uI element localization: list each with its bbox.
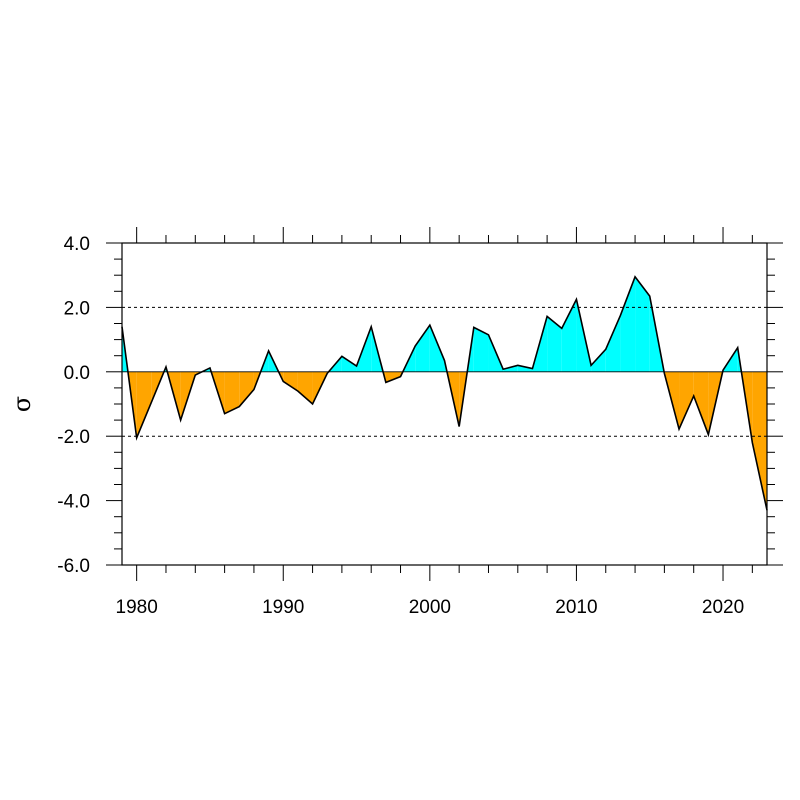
anomaly-fill-segment: [429, 325, 445, 372]
anomaly-fill-segment: [591, 349, 606, 372]
data-point: [238, 405, 241, 408]
data-point: [590, 364, 593, 367]
anomaly-fill-segment: [679, 371, 694, 430]
data-point: [604, 348, 607, 351]
data-point: [311, 403, 314, 406]
data-point: [164, 365, 167, 368]
data-point: [179, 419, 182, 422]
y-tick-label: 4.0: [64, 234, 90, 255]
anomaly-fill-segment: [239, 371, 254, 407]
anomaly-fills: [122, 276, 767, 511]
data-point: [634, 275, 637, 278]
data-point: [443, 359, 446, 362]
series-line-path: [121, 275, 768, 511]
data-point: [340, 355, 343, 358]
anomaly-fill-segment: [547, 316, 562, 372]
x-tick-label: 1980: [116, 597, 158, 618]
y-tick-label: 0.0: [64, 363, 90, 384]
anomaly-fill-segment: [752, 371, 767, 511]
anomaly-fill-segment: [693, 371, 709, 435]
data-point: [575, 298, 578, 301]
anomaly-fill-segment: [605, 315, 621, 372]
anomaly-fill-segment: [385, 371, 401, 383]
data-point: [458, 425, 461, 428]
data-point: [516, 364, 519, 367]
anomaly-fill-segment: [415, 325, 430, 372]
data-point: [663, 372, 666, 375]
anomaly-fill-segment: [620, 276, 636, 372]
anomaly-fill-segment: [136, 371, 152, 438]
data-point: [326, 372, 329, 375]
axis-ticks: [106, 227, 783, 581]
anomaly-fill-segment: [297, 371, 313, 404]
data-point: [751, 441, 754, 444]
data-point: [267, 349, 270, 352]
data-point: [252, 388, 255, 391]
x-axis-tick-labels: 1980 1990 2000 2010 2020: [116, 597, 745, 618]
data-point: [135, 436, 138, 439]
anomaly-fill-segment: [224, 371, 240, 414]
data-point: [707, 433, 710, 436]
x-tick-label: 2010: [555, 597, 597, 618]
data-point: [560, 327, 563, 330]
y-axis-label: σ: [8, 396, 36, 412]
data-point: [722, 369, 725, 372]
anomaly-fill-segment: [341, 356, 357, 372]
x-tick-label: 2000: [409, 597, 451, 618]
data-point: [282, 380, 285, 383]
data-point: [736, 346, 739, 349]
data-point: [619, 314, 622, 317]
data-point: [296, 390, 299, 393]
anomaly-fill-segment: [283, 371, 298, 392]
data-point: [487, 333, 490, 336]
plot-frame: [121, 242, 768, 566]
data-point: [692, 394, 695, 397]
data-point: [223, 412, 226, 415]
data-point: [502, 368, 505, 371]
data-point: [648, 295, 651, 298]
data-point: [208, 366, 211, 369]
data-point: [428, 324, 431, 327]
anomaly-fill-segment: [635, 276, 650, 372]
y-tick-label: -2.0: [57, 427, 90, 448]
data-point: [355, 365, 358, 368]
series-line: [121, 275, 768, 511]
x-tick-label: 2020: [702, 597, 744, 618]
data-point: [678, 428, 681, 431]
anomaly-fill-segment: [561, 299, 577, 372]
anomaly-fill-segment: [473, 327, 489, 372]
data-point: [531, 367, 534, 370]
x-tick-label: 1990: [262, 597, 304, 618]
data-point: [194, 374, 197, 377]
data-point: [384, 381, 387, 384]
data-point: [399, 375, 402, 378]
data-point: [370, 325, 373, 328]
y-tick-label: -6.0: [57, 556, 90, 577]
data-point: [150, 401, 153, 404]
data-point: [414, 345, 417, 348]
y-tick-label: -4.0: [57, 492, 90, 513]
y-axis-tick-labels: -6.0 -4.0 -2.0 0.0 2.0 4.0: [57, 234, 90, 577]
data-point: [546, 315, 549, 318]
y-tick-label: 2.0: [64, 298, 90, 319]
data-point: [472, 326, 475, 329]
